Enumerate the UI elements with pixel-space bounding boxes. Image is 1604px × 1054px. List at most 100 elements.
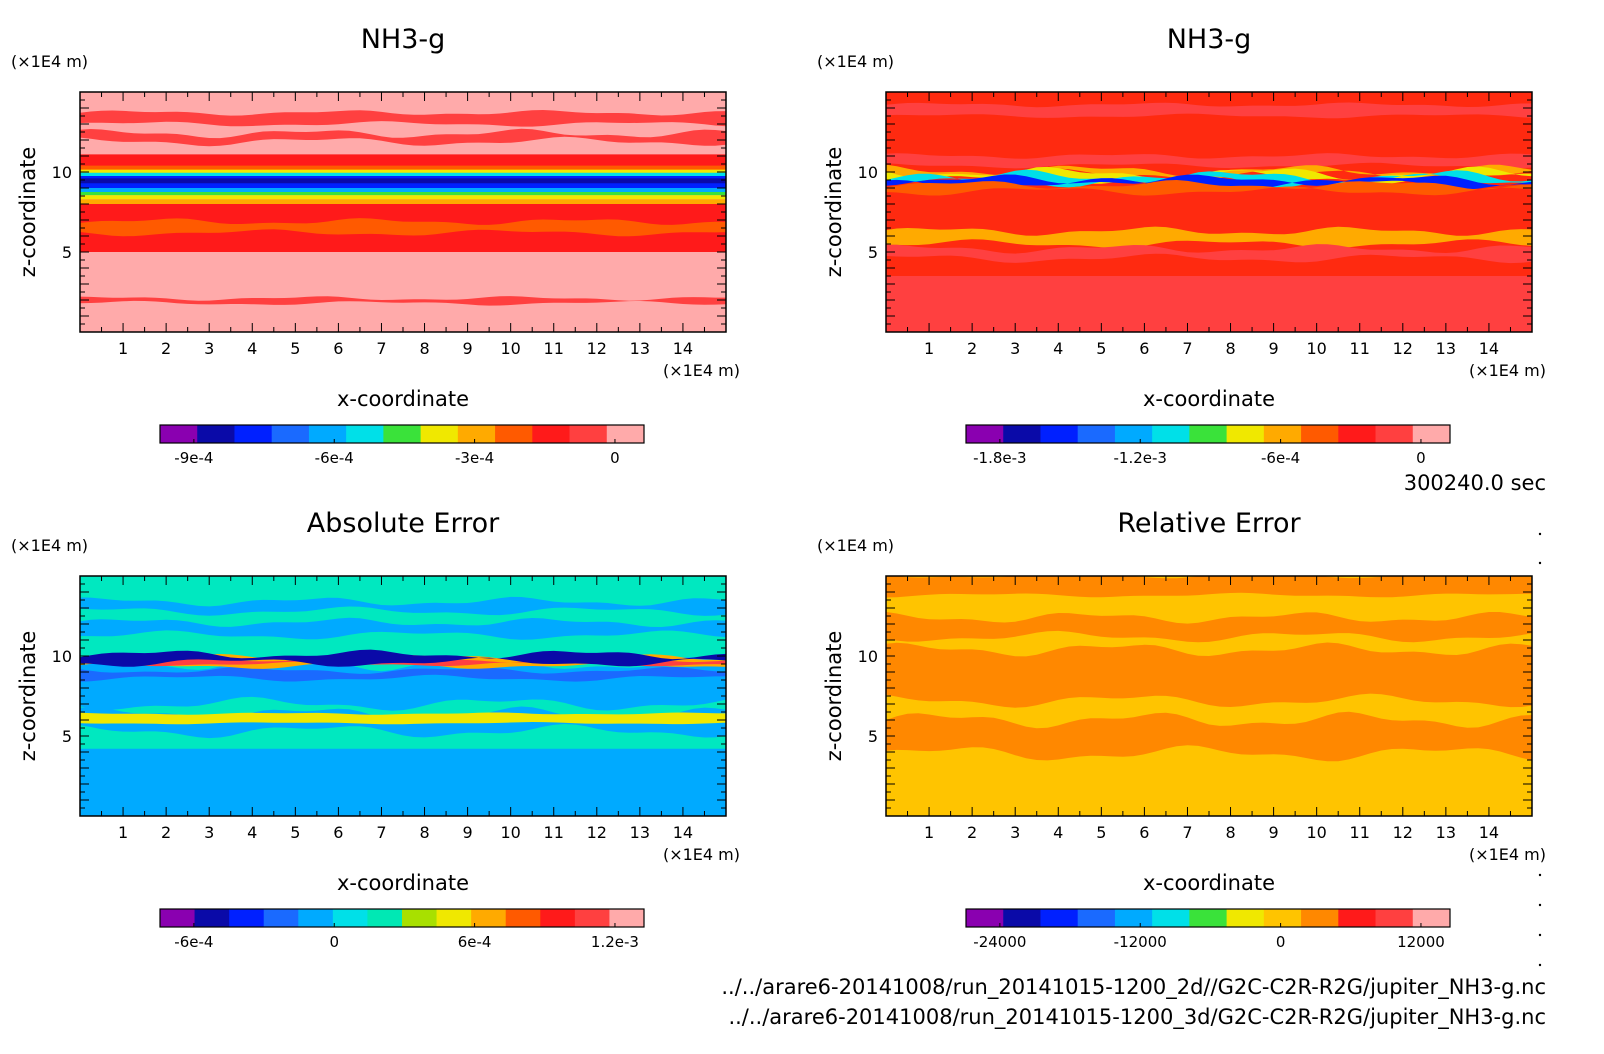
panel-nh3-2d: NH3-g(×1E4 m)1 2 3 4 5 6 7 8 9 10 11 12 13 14510(×1E4… (11, 24, 740, 467)
colorbar-tick-label: 0 (329, 933, 339, 951)
colorbar-swatch (609, 909, 645, 927)
y-unit-label: (×1E4 m) (11, 536, 88, 555)
x-tick-label: 12 (1393, 823, 1413, 842)
x-tick-label: 7 (376, 339, 386, 358)
y-tick-label: 5 (62, 727, 72, 746)
contour-band (80, 188, 726, 192)
colorbar-swatch (383, 425, 422, 443)
contour-band (80, 712, 726, 725)
colorbar-swatch (574, 909, 610, 927)
colorbar-swatch (505, 909, 541, 927)
colorbar-swatch (1189, 425, 1228, 443)
x-tick-label: 12 (587, 339, 607, 358)
colorbar-swatch (1301, 909, 1339, 927)
colorbar-swatch (1375, 425, 1414, 443)
contour-field (886, 576, 1532, 816)
x-tick-label: 7 (1182, 823, 1192, 842)
colorbar-swatch (194, 909, 230, 927)
colorbar-swatch (234, 425, 273, 443)
x-tick-label: 6 (1139, 339, 1149, 358)
x-tick-label: 13 (630, 339, 650, 358)
colorbar: -9e-4 -6e-4 -3e-4 0 (159, 424, 645, 467)
x-tick-label: 11 (544, 339, 564, 358)
x-tick-label: 1 (924, 823, 934, 842)
colorbar-swatch (1226, 425, 1265, 443)
x-tick-label: 10 (500, 339, 520, 358)
contour-band (886, 276, 1532, 332)
x-tick-label: 6 (333, 823, 343, 842)
contour-band (80, 195, 726, 200)
x-tick-label: 13 (1436, 339, 1456, 358)
x-tick-label: 2 (967, 823, 977, 842)
y-axis-label: z-coordinate (822, 147, 846, 278)
x-tick-label: 11 (1350, 339, 1370, 358)
x-tick-label: 1 (118, 823, 128, 842)
x-tick-label: 12 (1393, 339, 1413, 358)
x-tick-label: 6 (333, 339, 343, 358)
x-tick-label: 7 (376, 823, 386, 842)
y-tick-label: 5 (62, 243, 72, 262)
x-axis-label: x-coordinate (1143, 387, 1275, 411)
colorbar-swatch (457, 425, 496, 443)
x-tick-label: 13 (630, 823, 650, 842)
contour-band (886, 226, 1532, 249)
colorbar-swatch (1263, 909, 1302, 927)
contour-band (80, 199, 726, 204)
contour-band (80, 296, 726, 306)
colorbar-tick-label: -1.2e-3 (1114, 449, 1167, 467)
x-tick-label: 8 (419, 339, 429, 358)
colorbar-tick-label: -24000 (973, 933, 1026, 951)
colorbar-tick-label: 6e-4 (458, 933, 492, 951)
colorbar-swatch (1263, 425, 1302, 443)
x-unit-label: (×1E4 m) (663, 845, 740, 864)
colorbar-swatch (1152, 425, 1190, 443)
chart-title: Relative Error (1117, 508, 1301, 539)
colorbar-swatch (402, 909, 438, 927)
edge-dots (1538, 532, 1542, 967)
chart-title: NH3-g (1167, 24, 1252, 55)
x-axis-label: x-coordinate (337, 871, 469, 895)
colorbar-swatch (495, 425, 533, 443)
contour-band (80, 242, 726, 252)
colorbar-swatch (966, 909, 1004, 927)
y-tick-label: 10 (52, 647, 72, 666)
colorbar-tick-label: 12000 (1397, 933, 1445, 951)
x-tick-label: 8 (419, 823, 429, 842)
x-tick-label: 6 (1139, 823, 1149, 842)
x-tick-label: 5 (1096, 823, 1106, 842)
y-unit-label: (×1E4 m) (817, 52, 894, 71)
contour-band (80, 218, 726, 237)
x-tick-label: 9 (463, 823, 473, 842)
time-label: 300240.0 sec (1404, 471, 1546, 495)
x-tick-label: 9 (1269, 823, 1279, 842)
x-tick-label: 1 (118, 339, 128, 358)
contour-band (886, 174, 1532, 190)
x-tick-label: 4 (247, 339, 257, 358)
x-tick-label: 7 (1182, 339, 1192, 358)
x-unit-label: (×1E4 m) (1469, 361, 1546, 380)
chart-title: Absolute Error (307, 508, 500, 539)
x-tick-label: 2 (967, 339, 977, 358)
colorbar-swatch (263, 909, 299, 927)
colorbar-swatch (1301, 425, 1339, 443)
colorbar-tick-label: -3e-4 (455, 449, 494, 467)
chart-title: NH3-g (361, 24, 446, 55)
contour-band (886, 153, 1532, 169)
contour-band (886, 611, 1532, 643)
y-unit-label: (×1E4 m) (817, 536, 894, 555)
contour-field (80, 92, 726, 332)
colorbar-swatch (966, 425, 1004, 443)
colorbar-tick-label: -9e-4 (174, 449, 213, 467)
y-axis-label: z-coordinate (16, 147, 40, 278)
colorbar-tick-label: -1.8e-3 (973, 449, 1026, 467)
y-axis-label: z-coordinate (16, 631, 40, 762)
x-tick-label: 11 (544, 823, 564, 842)
colorbar-frame (159, 424, 645, 444)
colorbar-tick-label: -6e-4 (1261, 449, 1300, 467)
panel-nh3-3d: NH3-g(×1E4 m)1 2 3 4 5 6 7 8 9 10 11 12 13 14510(×1E4… (817, 24, 1546, 467)
colorbar: -1.8e-3 -1.2e-3 -6e-4 0 (965, 424, 1451, 467)
colorbar-swatch (308, 425, 347, 443)
x-tick-label: 14 (673, 339, 693, 358)
contour-band (80, 178, 726, 184)
colorbar-swatch (367, 909, 403, 927)
